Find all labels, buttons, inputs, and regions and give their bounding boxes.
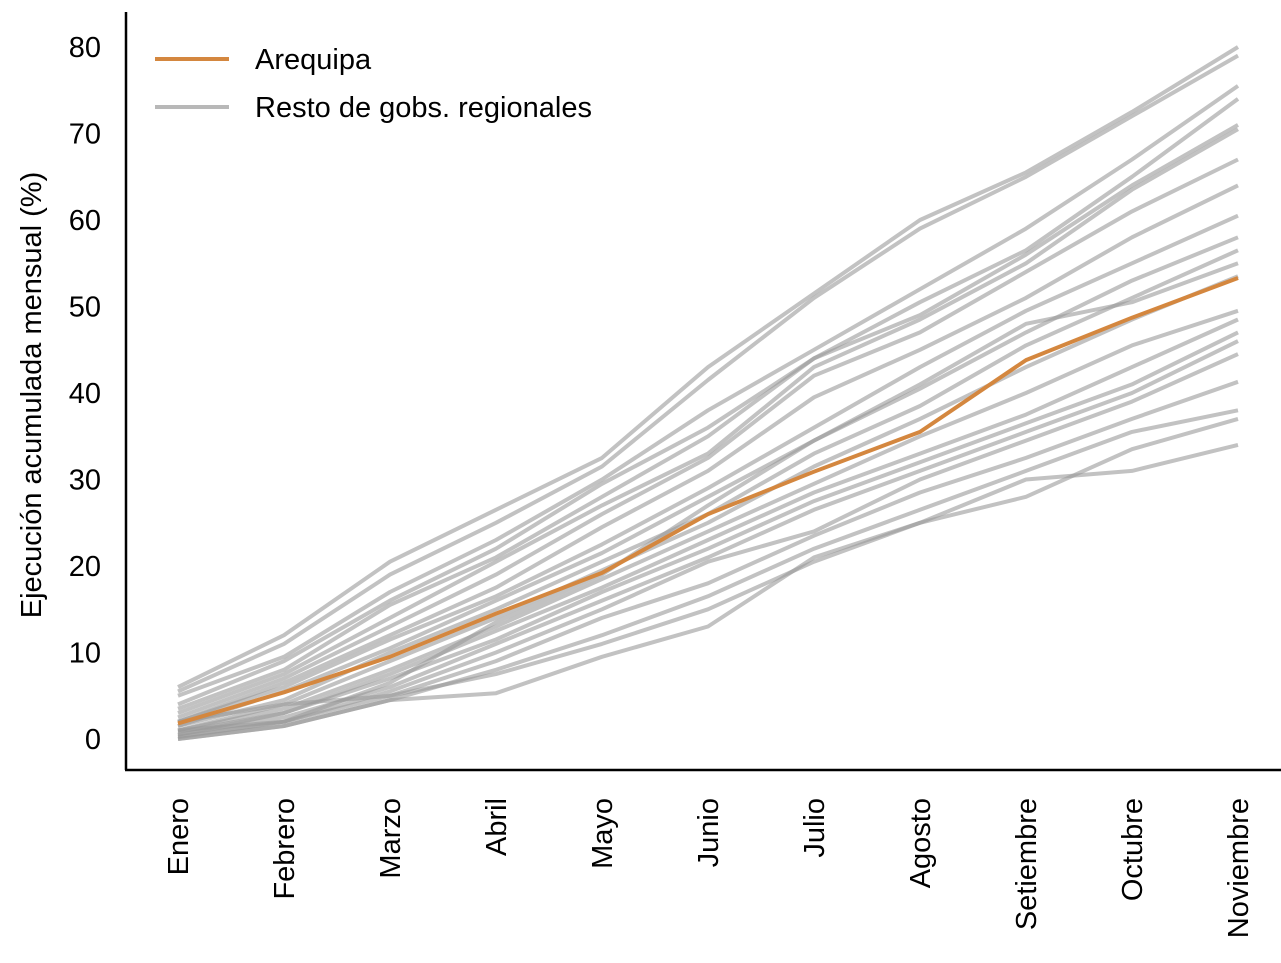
arequipa-line xyxy=(177,276,1239,726)
arequipa-series-group xyxy=(177,276,1239,726)
y-tick-label-40: 40 xyxy=(69,378,101,410)
other-region-line-12 xyxy=(177,274,1239,733)
y-tick-label-10: 10 xyxy=(69,638,101,670)
y-tick-label-70: 70 xyxy=(69,119,101,151)
x-tick-label-enero: Enero xyxy=(163,798,195,875)
y-tick-label-60: 60 xyxy=(69,205,101,237)
other-regions-series-group xyxy=(177,45,1240,741)
other-region-line-22 xyxy=(177,261,1239,733)
other-region-line-13 xyxy=(177,308,1239,733)
other-region-line-20 xyxy=(177,416,1239,741)
other-region-line-15 xyxy=(177,330,1239,737)
y-tick-label-50: 50 xyxy=(69,292,101,324)
other-region-line-14 xyxy=(177,317,1239,735)
x-tick-label-junio: Junio xyxy=(693,798,725,867)
other-region-line-8 xyxy=(177,183,1239,724)
x-tick-label-marzo: Marzo xyxy=(375,798,407,879)
other-region-line-5 xyxy=(177,123,1239,711)
x-tick-label-abril: Abril xyxy=(481,798,513,856)
x-tick-label-febrero: Febrero xyxy=(269,798,301,900)
other-region-line-4 xyxy=(177,97,1240,707)
other-region-line-7 xyxy=(177,157,1239,720)
legend-label-arequipa: Arequipa xyxy=(255,44,372,76)
x-ticks: Enero Febrero Marzo Abril Mayo Junio Julio Agos… xyxy=(163,798,1255,938)
y-ticks: 0 10 20 30 40 50 60 70 80 xyxy=(69,32,101,756)
other-region-line-2 xyxy=(177,53,1239,694)
legend: Arequipa Resto de gobs. regionales xyxy=(155,44,592,124)
x-tick-label-julio: Julio xyxy=(799,798,831,858)
x-tick-label-mayo: Mayo xyxy=(587,798,619,869)
other-region-line-17 xyxy=(177,352,1239,739)
y-tick-label-20: 20 xyxy=(69,551,101,583)
other-region-line-18 xyxy=(177,379,1239,740)
y-tick-label-80: 80 xyxy=(69,32,101,64)
x-tick-label-octubre: Octubre xyxy=(1117,798,1149,901)
other-region-line-1 xyxy=(177,45,1240,689)
other-region-line-9 xyxy=(177,213,1239,724)
y-tick-label-0: 0 xyxy=(85,724,101,756)
y-tick-label-30: 30 xyxy=(69,465,101,497)
y-axis-title: Ejecución acumulada mensual (%) xyxy=(16,172,48,619)
other-region-line-3 xyxy=(177,84,1240,698)
legend-label-others: Resto de gobs. regionales xyxy=(255,92,592,124)
other-region-line-6 xyxy=(177,127,1239,715)
other-region-line-21 xyxy=(177,442,1239,724)
x-tick-label-noviembre: Noviembre xyxy=(1223,798,1255,938)
x-tick-label-agosto: Agosto xyxy=(905,798,937,888)
x-tick-label-setiembre: Setiembre xyxy=(1011,798,1043,930)
